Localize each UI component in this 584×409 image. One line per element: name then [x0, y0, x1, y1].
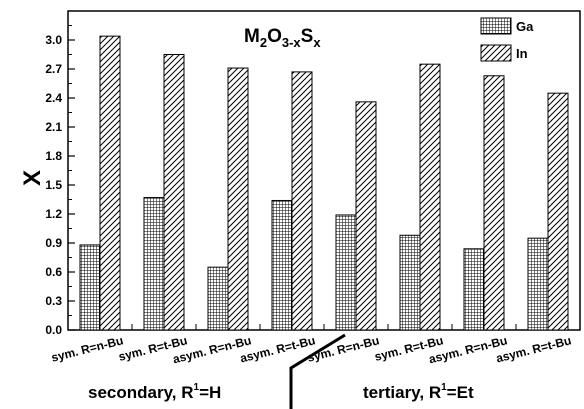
y-tick-label: 0.3: [45, 294, 62, 308]
category-label: sym. R=n-Bu: [306, 333, 381, 364]
bars: [79, 35, 581, 331]
legend-label-ga: Ga: [516, 19, 534, 34]
y-axis: 0.0 0.3 0.6 0.9 1.2 1.5 1.8 2.1 2.4 2.7 3.0: [45, 10, 75, 337]
y-tick-label: 2.4: [45, 91, 62, 105]
title-sub-x: x: [313, 35, 321, 50]
bar-ga: [207, 266, 229, 331]
bar-ga: [399, 234, 421, 331]
group-label-tertiary: tertiary, R1=Et: [363, 382, 474, 402]
bar-in: [547, 92, 569, 331]
bar-ga: [463, 248, 485, 331]
y-tick-label: 1.5: [45, 178, 62, 192]
group-label-tertiary-text: tertiary, R: [363, 383, 441, 402]
y-tick-label: 1.8: [45, 149, 62, 163]
y-tick-label: 0.0: [45, 323, 62, 337]
group-label-secondary: secondary, R1=H: [88, 382, 221, 402]
title-s: S: [301, 26, 314, 47]
bar-in: [483, 75, 505, 331]
title-m: M: [244, 26, 260, 47]
y-tick-label: 1.2: [45, 207, 62, 221]
bar-in: [291, 71, 313, 331]
y-tick-label: 3.0: [45, 33, 62, 47]
legend-label-in: In: [516, 46, 528, 61]
legend-swatch-in: [480, 44, 512, 62]
chart-title: M2O3-xSx: [244, 26, 321, 50]
y-tick-label: 0.9: [45, 236, 62, 250]
group-label-tertiary-sup: 1: [441, 382, 447, 393]
y-tick-label: 0.6: [45, 265, 62, 279]
bar-ga: [143, 197, 165, 331]
bar-ga: [271, 199, 293, 331]
legend-swatch-ga: [480, 17, 512, 35]
bar-in: [355, 101, 377, 331]
bar-ga: [79, 244, 101, 331]
bar-ga: [527, 237, 549, 331]
title-sub-3x: 3-x: [282, 35, 302, 50]
group-divider: [289, 333, 346, 409]
group-label-secondary-sup: 1: [194, 382, 200, 393]
bar-ga: [335, 214, 357, 331]
group-label-secondary-text: secondary, R: [88, 383, 194, 402]
legend: Ga In: [480, 17, 534, 62]
bar-in: [227, 67, 249, 331]
title-sub-2: 2: [260, 35, 267, 50]
group-label-tertiary-suffix: =Et: [447, 383, 474, 402]
bar-in: [419, 63, 441, 331]
category-label: sym. R=n-Bu: [50, 333, 125, 364]
title-o: O: [267, 26, 282, 47]
group-label-secondary-suffix: =H: [199, 383, 221, 402]
y-tick-label: 2.1: [45, 120, 62, 134]
y-tick-label: 2.7: [45, 62, 62, 76]
bar-in: [163, 54, 185, 331]
y-axis-label: X: [19, 170, 46, 186]
bar-in: [99, 35, 121, 331]
